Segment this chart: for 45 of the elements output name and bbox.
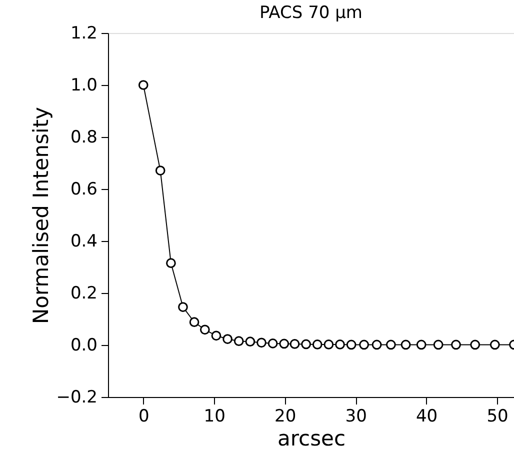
- point: [178, 302, 188, 312]
- point: [166, 258, 176, 268]
- point: [490, 340, 500, 350]
- x-tick-label: 10: [204, 406, 226, 426]
- point: [245, 336, 256, 347]
- point: [138, 80, 148, 90]
- point: [222, 334, 232, 344]
- point: [346, 340, 356, 350]
- point: [335, 340, 345, 350]
- y-tick-label: 0.0: [70, 336, 98, 356]
- y-tick-label: 0.2: [70, 284, 98, 304]
- point: [433, 340, 444, 350]
- x-tick-label: 0: [138, 406, 150, 426]
- y-tick-label: −0.2: [56, 388, 98, 408]
- point: [279, 338, 290, 349]
- point: [301, 339, 311, 350]
- point: [372, 340, 382, 350]
- point: [416, 340, 426, 350]
- point: [290, 339, 300, 349]
- point: [200, 324, 210, 335]
- y-tick-label: 1.0: [70, 76, 98, 96]
- point: [324, 340, 334, 350]
- point: [155, 166, 166, 176]
- point: [359, 340, 369, 350]
- x-tick-label: 40: [416, 406, 438, 426]
- point: [451, 340, 461, 350]
- y-tick-label: 0.8: [70, 128, 98, 148]
- y-axis-title: Normalised Intensity: [29, 106, 54, 324]
- y-tick-label: 1.2: [70, 24, 98, 44]
- chart-title: PACS 70 μm: [260, 3, 362, 23]
- point: [386, 340, 396, 350]
- point: [400, 340, 411, 350]
- point: [234, 336, 244, 346]
- x-axis-title: arcsec: [278, 426, 346, 450]
- x-tick-label: 30: [345, 406, 367, 426]
- y-tick-label: 0.4: [70, 232, 98, 252]
- point: [312, 340, 322, 350]
- x-tick-label: 50: [486, 406, 508, 426]
- point: [189, 317, 200, 328]
- point: [268, 338, 278, 348]
- point: [211, 330, 222, 341]
- point: [256, 338, 266, 348]
- x-tick-label: 20: [274, 406, 296, 426]
- y-tick-label: 0.6: [70, 180, 98, 200]
- point: [470, 340, 480, 350]
